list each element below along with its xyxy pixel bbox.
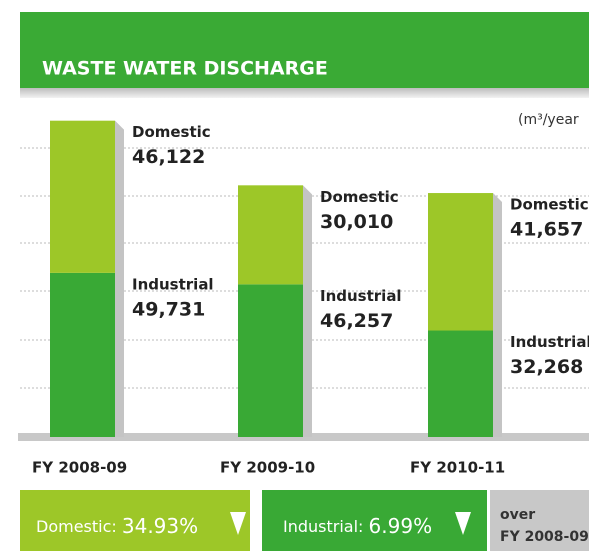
down-arrow [455, 512, 471, 535]
value-label: 46,257 [320, 310, 393, 332]
down-arrow [230, 512, 246, 535]
header [20, 12, 589, 88]
bar-segment [50, 272, 115, 437]
value-label: 46,122 [132, 146, 205, 168]
bars: Industrial 49,731 Domestic 46,122 Industrial… [50, 120, 589, 438]
note-line: FY 2008-09 [500, 529, 589, 545]
value-label: 49,731 [132, 298, 205, 320]
series-label: Industrial [510, 333, 589, 351]
x-tick-label: FY 2009-10 [220, 459, 315, 477]
value: 6.99% [369, 514, 433, 538]
series-label: Domestic [320, 188, 399, 206]
domestic-change: Domestic: 34.93% [36, 514, 198, 538]
bar-shadow [115, 120, 124, 438]
domestic-change-box [20, 490, 250, 551]
value-label: 32,268 [510, 356, 583, 378]
series-label: Industrial [320, 287, 402, 305]
chart-title: WASTE WATER DISCHARGE [42, 58, 328, 80]
bar-shadow [303, 185, 312, 437]
series-label: Industrial [132, 275, 214, 293]
bar-shadow [493, 193, 502, 437]
series-label: Domestic [132, 123, 211, 141]
bar-segment [238, 284, 303, 437]
note-line: over [500, 507, 535, 523]
series-label: Domestic [510, 196, 589, 214]
value-label: 30,010 [320, 211, 393, 233]
bar-segment [238, 185, 303, 285]
industrial-change: Industrial: 6.99% [283, 514, 432, 538]
header-shadow [20, 88, 589, 98]
label: Domestic: [36, 517, 117, 536]
x-tick-label: FY 2010-11 [410, 459, 505, 477]
value-label: 41,657 [510, 219, 583, 241]
bar-segment [428, 193, 493, 331]
bar-segment [50, 120, 115, 273]
industrial-change-box [262, 490, 487, 551]
value: 34.93% [122, 514, 198, 538]
note-box [490, 490, 589, 551]
x-tick-label: FY 2008-09 [32, 459, 127, 477]
label: Industrial: [283, 517, 363, 536]
bar-segment [428, 330, 493, 437]
unit-label: (m³/year [518, 112, 579, 128]
